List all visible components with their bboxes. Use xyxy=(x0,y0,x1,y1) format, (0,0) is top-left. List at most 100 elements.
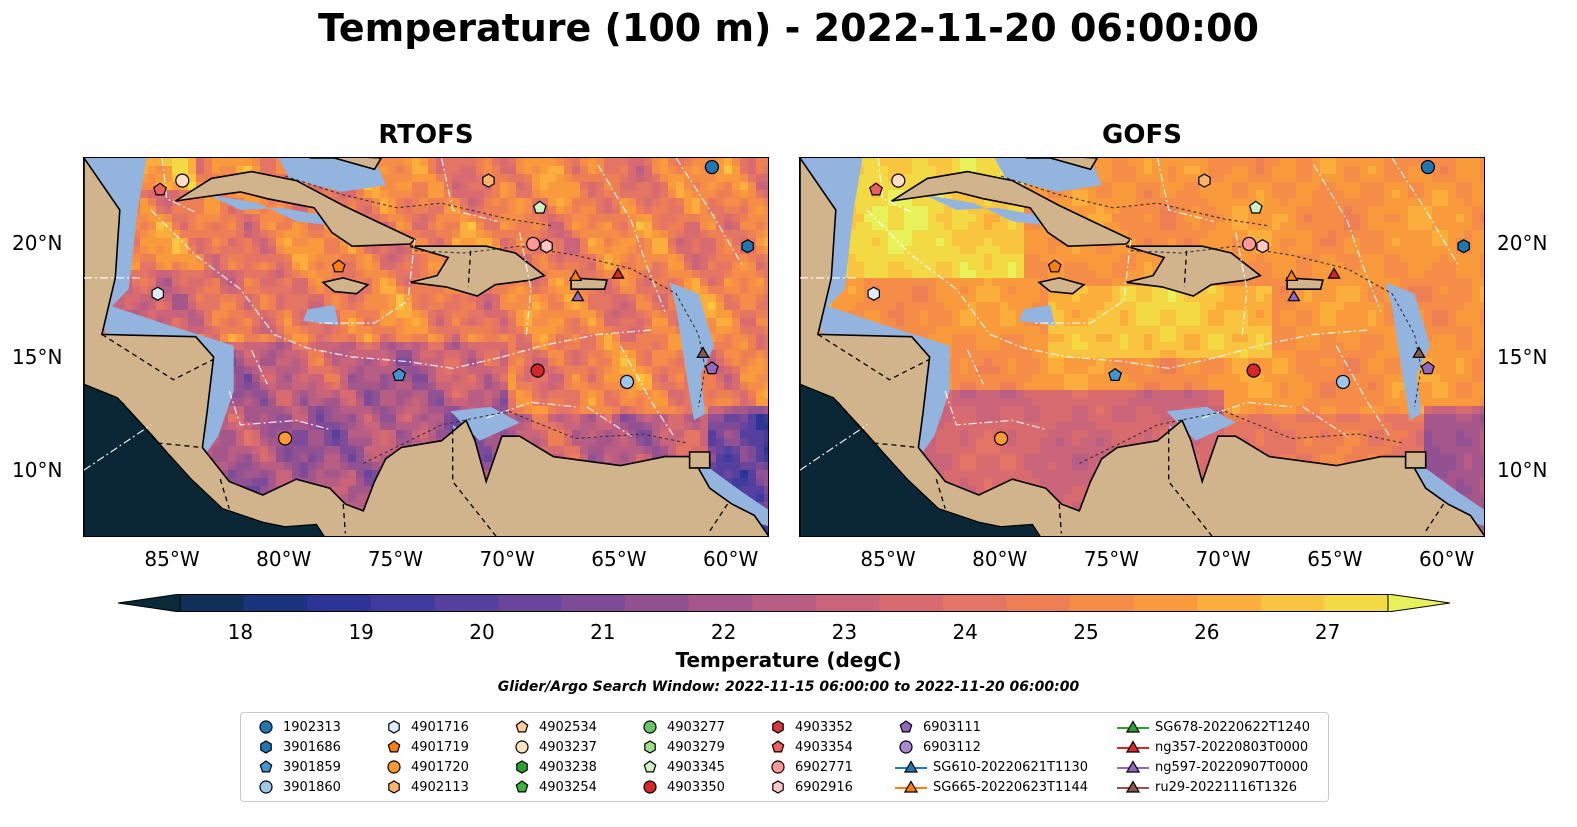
marker-4901716 xyxy=(867,286,881,301)
colorbar-bin xyxy=(1197,594,1262,612)
legend-item: 4901716 xyxy=(383,717,469,737)
colorbar-extend-max xyxy=(1387,594,1450,612)
legend-marker xyxy=(515,780,529,793)
eez-boundary xyxy=(251,350,268,385)
eez-boundary xyxy=(619,345,675,437)
legend-hexagon-icon xyxy=(772,720,784,734)
marker-4903350 xyxy=(1246,363,1261,378)
marker-6902771 xyxy=(526,236,541,252)
colorbar-bin xyxy=(815,594,880,612)
marker-1902313 xyxy=(1420,159,1436,175)
eez-boundary xyxy=(318,239,416,324)
legend-hexagon-icon xyxy=(644,740,656,754)
shelf-venezuela xyxy=(1166,406,1236,441)
legend-label: 3901860 xyxy=(283,779,341,795)
legend-marker xyxy=(772,780,784,794)
legend-marker xyxy=(259,760,273,773)
map-rtofs[interactable] xyxy=(83,157,769,537)
legend-label: 1902313 xyxy=(283,719,341,735)
legend-triangle-icon xyxy=(895,760,927,773)
shelf-orinoco xyxy=(1403,452,1484,527)
marker-4901719 xyxy=(331,259,346,273)
map-gofs[interactable] xyxy=(799,157,1485,537)
legend-triangle-icon xyxy=(895,780,927,793)
marker-4901719 xyxy=(1047,259,1062,273)
legend-hexagon-icon xyxy=(388,720,400,734)
marker-6903111 xyxy=(1420,361,1435,375)
legend-circle-icon xyxy=(643,780,657,794)
border-line xyxy=(342,504,347,534)
legend-marker xyxy=(899,740,913,754)
legend-marker xyxy=(772,720,784,734)
isobath-contour xyxy=(1079,410,1404,464)
legend: 1902313 3901686 3901859 3901860 4901716 49017… xyxy=(240,712,1329,802)
legend-marker xyxy=(771,760,785,774)
legend-label: 4903238 xyxy=(539,759,597,775)
eez-boundary xyxy=(1217,329,1370,358)
eez-boundary xyxy=(586,406,632,437)
lon-tick-gofs-80w: 80°W xyxy=(972,547,1028,571)
legend-marker xyxy=(1125,760,1141,773)
legend-pentagon-icon xyxy=(643,760,657,773)
legend-marker xyxy=(1125,780,1141,793)
eez-boundary xyxy=(597,164,666,313)
marker-4903237 xyxy=(891,173,906,188)
land-hispaniola xyxy=(1125,245,1262,297)
legend-item: 3901859 xyxy=(255,757,341,777)
lon-tick-rtofs-85w: 85°W xyxy=(144,547,200,571)
shelf-orinoco xyxy=(687,452,768,527)
border-line xyxy=(1168,429,1213,536)
land-trinidad xyxy=(1404,451,1427,469)
legend-hexagon-icon xyxy=(516,760,528,774)
legend-marker xyxy=(1125,720,1141,733)
eez-boundary xyxy=(1391,158,1460,267)
shelf-antilles xyxy=(1385,282,1431,421)
eez-boundary xyxy=(1335,345,1391,437)
legend-marker xyxy=(260,740,272,754)
legend-item: 4903352 xyxy=(767,717,853,737)
figure-title: Temperature (100 m) - 2022-11-20 06:00:0… xyxy=(317,6,1259,50)
legend-label: 4903254 xyxy=(539,779,597,795)
colorbar-bin xyxy=(243,594,308,612)
shelf-bahamas_bank xyxy=(278,158,386,192)
marker-SG665-20220623T1144 xyxy=(568,269,583,282)
colorbar-tick: 19 xyxy=(348,620,374,644)
legend-circle-icon xyxy=(515,740,529,754)
legend-item: 1902313 xyxy=(255,717,341,737)
isobath-contour xyxy=(1000,175,1270,227)
legend-marker xyxy=(516,760,528,774)
shelf-venezuela xyxy=(450,406,520,441)
isobath-contour xyxy=(414,245,706,407)
panel-title-rtofs: RTOFS xyxy=(378,120,474,150)
pacific-coast xyxy=(800,383,1041,536)
legend-label: 4901716 xyxy=(411,719,469,735)
colorbar-bin xyxy=(688,594,753,612)
legend-circle-icon xyxy=(387,760,401,774)
land-trinidad xyxy=(688,451,711,469)
marker-6902771 xyxy=(1242,236,1257,252)
lon-tick-gofs-60w: 60°W xyxy=(1419,547,1475,571)
legend-pentagon-icon xyxy=(899,720,913,733)
legend-marker xyxy=(388,780,400,794)
marker-6903111 xyxy=(704,361,719,375)
legend-item: 6902771 xyxy=(767,757,853,777)
border-line xyxy=(817,333,930,381)
legend-marker xyxy=(388,720,400,734)
colorbar-bin xyxy=(307,594,372,612)
marker-3901859 xyxy=(1108,367,1123,381)
legend-pentagon-icon xyxy=(515,780,529,793)
lon-tick-rtofs-60w: 60°W xyxy=(703,547,759,571)
colorbar-tick: 22 xyxy=(710,620,737,644)
border-line xyxy=(1183,250,1188,287)
colorbar-bin xyxy=(625,594,690,612)
marker-4903345 xyxy=(532,200,547,214)
pacific-coast xyxy=(84,383,325,536)
legend-triangle-icon xyxy=(1117,720,1149,733)
marker-4903350 xyxy=(530,363,545,378)
eez-boundary xyxy=(228,390,330,430)
legend-label: SG678-20220622T1240 xyxy=(1155,719,1311,735)
legend-item: 3901686 xyxy=(255,737,341,757)
lon-tick-gofs-70w: 70°W xyxy=(1195,547,1251,571)
colorbar-tick: 24 xyxy=(952,620,978,644)
shelf-bahamas_bank xyxy=(994,158,1102,192)
